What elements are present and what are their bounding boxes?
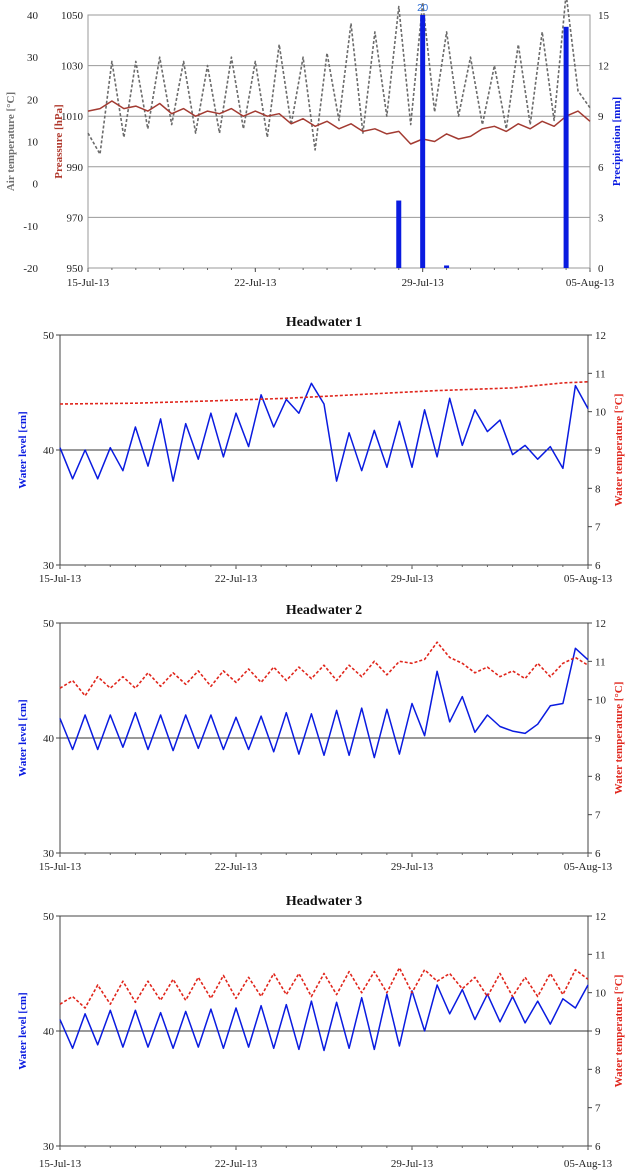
x-tick-label: 05-Aug-13 <box>566 277 615 289</box>
x-tick-label: 15-Jul-13 <box>39 573 82 585</box>
y-tick-precip: 6 <box>598 162 604 174</box>
y-tick-air: 20 <box>27 94 39 106</box>
y-tick-air: 30 <box>27 52 39 64</box>
x-tick-label: 29-Jul-13 <box>402 277 445 289</box>
air-temperature-line <box>87 0 591 155</box>
y-tick-air: 0 <box>33 179 39 191</box>
x-tick-label: 15-Jul-13 <box>39 861 82 873</box>
y-tick-pressure: 950 <box>67 263 84 275</box>
y-axis-title-precip: Precipitation [mm] <box>611 97 623 186</box>
y-tick-temp: 7 <box>595 522 601 534</box>
y-tick-temp: 10 <box>595 988 607 1000</box>
y-tick-temp: 11 <box>595 949 606 961</box>
chart-panel-2: Headwater 1 15-Jul-13 22-Jul-13 29-Jul-13 05… <box>17 315 625 585</box>
x-tick-label: 15-Jul-13 <box>39 1158 82 1170</box>
x-tick-label: 22-Jul-13 <box>234 277 277 289</box>
y-axis-title-air: Air temperature [°C] <box>5 92 17 191</box>
water-temperature-line <box>59 966 589 1009</box>
x-tick-label: 15-Jul-13 <box>67 277 110 289</box>
chart-title: Headwater 3 <box>286 894 362 909</box>
precip-bar <box>563 26 569 268</box>
y-tick-temp: 8 <box>595 483 601 495</box>
y-tick-temp: 12 <box>595 911 606 923</box>
y-tick-temp: 10 <box>595 407 607 419</box>
y-axis-title-temp: Water temperature [°C] <box>613 682 625 795</box>
bar-value-label: 20 <box>417 3 429 14</box>
y-axis-title-pressure: Preassure [hPa] <box>53 104 65 178</box>
y-tick-temp: 10 <box>595 695 607 707</box>
y-tick-level: 30 <box>43 848 55 860</box>
y-tick-temp: 11 <box>595 656 606 668</box>
y-tick-level: 40 <box>43 733 55 745</box>
water-level-line <box>59 382 589 482</box>
y-axis-title-level: Water level [cm] <box>17 411 29 488</box>
y-tick-temp: 7 <box>595 1103 601 1115</box>
y-tick-temp: 8 <box>595 771 601 783</box>
x-tick-label: 29-Jul-13 <box>391 1158 434 1170</box>
y-axis-title-level: Water level [cm] <box>17 992 29 1069</box>
y-tick-pressure: 1030 <box>61 61 84 73</box>
plot-frame <box>87 14 591 269</box>
y-tick-level: 40 <box>43 1026 55 1038</box>
x-tick-label: 05-Aug-13 <box>564 861 613 873</box>
y-tick-temp: 11 <box>595 368 606 380</box>
y-tick-precip: 0 <box>598 263 604 275</box>
precip-bar <box>420 15 426 268</box>
y-tick-pressure: 990 <box>67 162 84 174</box>
y-tick-air: 40 <box>27 10 39 22</box>
precip-bar <box>444 265 450 268</box>
y-tick-temp: 6 <box>595 1141 601 1153</box>
chart-panel-4: Headwater 3 15-Jul-13 22-Jul-13 29-Jul-13 05… <box>17 894 625 1170</box>
precip-bar <box>396 200 402 268</box>
x-tick-label: 22-Jul-13 <box>215 1158 258 1170</box>
y-tick-temp: 6 <box>595 848 601 860</box>
y-tick-precip: 9 <box>598 111 604 123</box>
x-tick-label: 29-Jul-13 <box>391 573 434 585</box>
y-tick-air: 10 <box>27 137 39 149</box>
y-tick-level: 40 <box>43 445 55 457</box>
pressure-line <box>87 100 591 145</box>
y-tick-pressure: 970 <box>67 212 84 224</box>
y-tick-pressure: 1010 <box>61 111 84 123</box>
y-axis-title-temp: Water temperature [°C] <box>613 394 625 507</box>
chart-panel-1: 15-Jul-13 22-Jul-13 29-Jul-13 05-Aug-13 -20 -… <box>5 0 623 289</box>
x-tick-label: 29-Jul-13 <box>391 861 434 873</box>
y-tick-pressure: 1050 <box>61 10 84 22</box>
y-tick-temp: 12 <box>595 618 606 630</box>
y-tick-temp: 9 <box>595 1026 601 1038</box>
y-tick-level: 30 <box>43 1141 55 1153</box>
water-level-line <box>59 647 589 759</box>
y-tick-precip: 3 <box>598 212 604 224</box>
y-tick-level: 50 <box>43 911 55 923</box>
chart-panel-3: Headwater 2 15-Jul-13 22-Jul-13 29-Jul-13 05… <box>17 603 625 873</box>
water-temperature-line <box>59 381 589 405</box>
y-tick-level: 30 <box>43 560 55 572</box>
y-tick-level: 50 <box>43 618 55 630</box>
y-tick-temp: 12 <box>595 330 606 342</box>
x-tick-label: 05-Aug-13 <box>564 1158 613 1170</box>
y-tick-temp: 8 <box>595 1064 601 1076</box>
y-tick-precip: 12 <box>598 61 609 73</box>
x-tick-label: 05-Aug-13 <box>564 573 613 585</box>
chart-title: Headwater 1 <box>286 315 362 330</box>
y-tick-air: -10 <box>23 221 38 233</box>
y-tick-temp: 9 <box>595 733 601 745</box>
x-tick-label: 22-Jul-13 <box>215 573 258 585</box>
y-tick-temp: 9 <box>595 445 601 457</box>
y-axis-title-temp: Water temperature [°C] <box>613 975 625 1088</box>
chart-title: Headwater 2 <box>286 603 362 618</box>
y-tick-temp: 7 <box>595 810 601 822</box>
y-tick-temp: 6 <box>595 560 601 572</box>
y-tick-air: -20 <box>23 263 38 275</box>
y-axis-title-level: Water level [cm] <box>17 699 29 776</box>
water-level-line <box>59 984 589 1052</box>
y-tick-precip: 15 <box>598 10 610 22</box>
y-tick-level: 50 <box>43 330 55 342</box>
x-tick-label: 22-Jul-13 <box>215 861 258 873</box>
water-temperature-line <box>59 641 589 697</box>
